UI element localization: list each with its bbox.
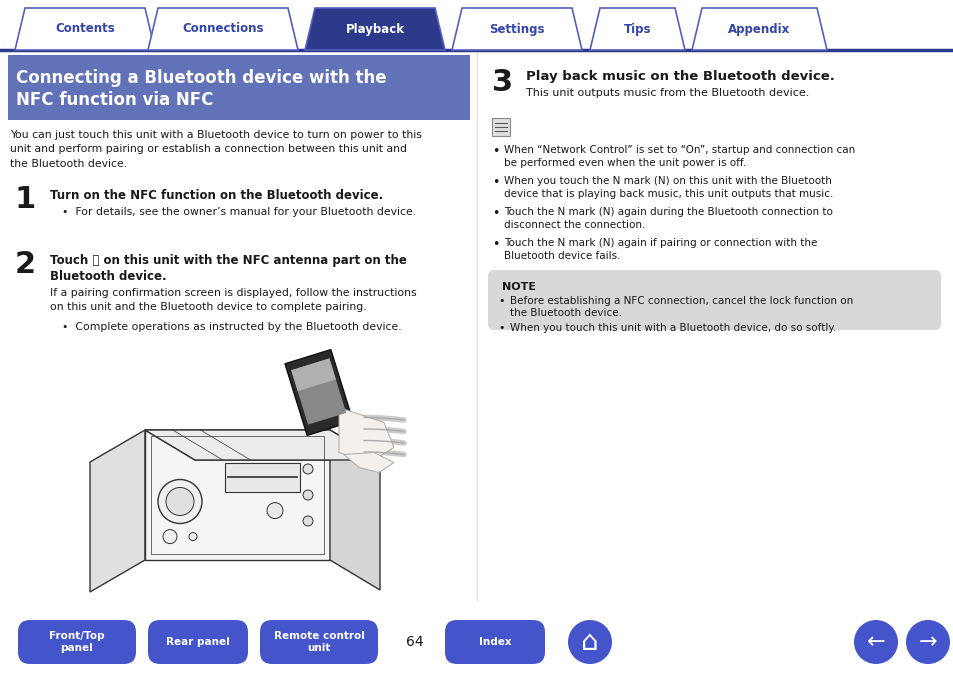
Bar: [492, 118, 510, 136]
Text: When “Network Control” is set to “On”, startup and connection can: When “Network Control” is set to “On”, s…: [503, 145, 854, 155]
FancyBboxPatch shape: [260, 620, 377, 664]
Text: When you touch this unit with a Bluetooth device, do so softly.: When you touch this unit with a Bluetoot…: [510, 323, 836, 333]
Text: →: →: [918, 632, 937, 652]
Text: Rear panel: Rear panel: [166, 637, 230, 647]
Text: 1: 1: [15, 185, 36, 214]
Bar: [8, 55, 470, 120]
Polygon shape: [145, 430, 379, 460]
Text: Appendix: Appendix: [727, 22, 790, 36]
Circle shape: [567, 620, 612, 664]
Circle shape: [303, 490, 313, 500]
Text: •  For details, see the owner’s manual for your Bluetooth device.: • For details, see the owner’s manual fo…: [62, 207, 416, 217]
Text: If a pairing confirmation screen is displayed, follow the instructions
on this u: If a pairing confirmation screen is disp…: [50, 288, 416, 312]
Text: •: •: [492, 238, 498, 251]
Text: Touch Ⓝ on this unit with the NFC antenna part on the: Touch Ⓝ on this unit with the NFC antenn…: [50, 254, 406, 267]
Text: be performed even when the unit power is off.: be performed even when the unit power is…: [503, 158, 745, 168]
Text: Touch the N mark (N) again during the Bluetooth connection to: Touch the N mark (N) again during the Bl…: [503, 207, 832, 217]
Polygon shape: [344, 452, 394, 472]
Polygon shape: [90, 430, 145, 592]
FancyBboxPatch shape: [18, 620, 136, 664]
Text: device that is playing back music, this unit outputs that music.: device that is playing back music, this …: [503, 189, 833, 199]
Text: Connections: Connections: [182, 22, 263, 36]
Circle shape: [189, 532, 196, 540]
Text: 64: 64: [406, 635, 423, 649]
Polygon shape: [145, 430, 330, 560]
Text: the Bluetooth device.: the Bluetooth device.: [510, 308, 621, 318]
Circle shape: [267, 503, 283, 519]
Polygon shape: [145, 430, 379, 460]
Text: Front/Top
panel: Front/Top panel: [50, 631, 105, 653]
Circle shape: [905, 620, 949, 664]
Text: You can just touch this unit with a Bluetooth device to turn on power to this
un: You can just touch this unit with a Blue…: [10, 130, 421, 169]
Text: Play back music on the Bluetooth device.: Play back music on the Bluetooth device.: [525, 70, 834, 83]
Polygon shape: [452, 8, 581, 50]
Text: NFC function via NFC: NFC function via NFC: [16, 91, 213, 109]
Text: ←: ←: [865, 632, 884, 652]
FancyBboxPatch shape: [444, 620, 544, 664]
Text: Contents: Contents: [55, 22, 114, 36]
FancyBboxPatch shape: [488, 270, 940, 330]
Polygon shape: [148, 8, 297, 50]
Circle shape: [303, 464, 313, 474]
Text: Settings: Settings: [489, 22, 544, 36]
Circle shape: [303, 516, 313, 526]
Text: Touch the N mark (N) again if pairing or connection with the: Touch the N mark (N) again if pairing or…: [503, 238, 817, 248]
Polygon shape: [338, 407, 394, 462]
Text: Before establishing a NFC connection, cancel the lock function on: Before establishing a NFC connection, ca…: [510, 296, 852, 306]
Text: •: •: [492, 207, 498, 220]
Text: Tips: Tips: [623, 22, 651, 36]
Text: Playback: Playback: [345, 22, 404, 36]
Circle shape: [163, 530, 177, 544]
Text: 3: 3: [492, 68, 513, 97]
Text: Bluetooth device fails.: Bluetooth device fails.: [503, 251, 619, 261]
Polygon shape: [330, 430, 379, 590]
Circle shape: [166, 487, 193, 516]
Text: Index: Index: [478, 637, 511, 647]
Text: •: •: [497, 323, 504, 333]
Text: 2: 2: [15, 250, 36, 279]
Text: disconnect the connection.: disconnect the connection.: [503, 220, 644, 230]
Text: When you touch the N mark (N) on this unit with the Bluetooth: When you touch the N mark (N) on this un…: [503, 176, 831, 186]
Polygon shape: [15, 8, 154, 50]
Text: NOTE: NOTE: [501, 282, 536, 292]
Text: ⌂: ⌂: [580, 628, 598, 656]
Text: Remote control
unit: Remote control unit: [274, 631, 364, 653]
Text: •  Complete operations as instructed by the Bluetooth device.: • Complete operations as instructed by t…: [62, 322, 401, 332]
Text: This unit outputs music from the Bluetooth device.: This unit outputs music from the Bluetoo…: [525, 88, 808, 98]
Polygon shape: [285, 349, 353, 435]
Text: •: •: [492, 145, 498, 158]
FancyBboxPatch shape: [148, 620, 248, 664]
Text: •: •: [497, 296, 504, 306]
Polygon shape: [291, 359, 335, 391]
Text: Connecting a Bluetooth device with the: Connecting a Bluetooth device with the: [16, 69, 386, 87]
Circle shape: [853, 620, 897, 664]
Polygon shape: [589, 8, 684, 50]
Polygon shape: [291, 359, 346, 425]
Polygon shape: [225, 462, 299, 493]
Text: •: •: [492, 176, 498, 189]
Circle shape: [158, 479, 202, 524]
Polygon shape: [691, 8, 826, 50]
Text: Turn on the NFC function on the Bluetooth device.: Turn on the NFC function on the Bluetoot…: [50, 189, 383, 202]
Polygon shape: [305, 8, 444, 50]
Text: Bluetooth device.: Bluetooth device.: [50, 270, 167, 283]
